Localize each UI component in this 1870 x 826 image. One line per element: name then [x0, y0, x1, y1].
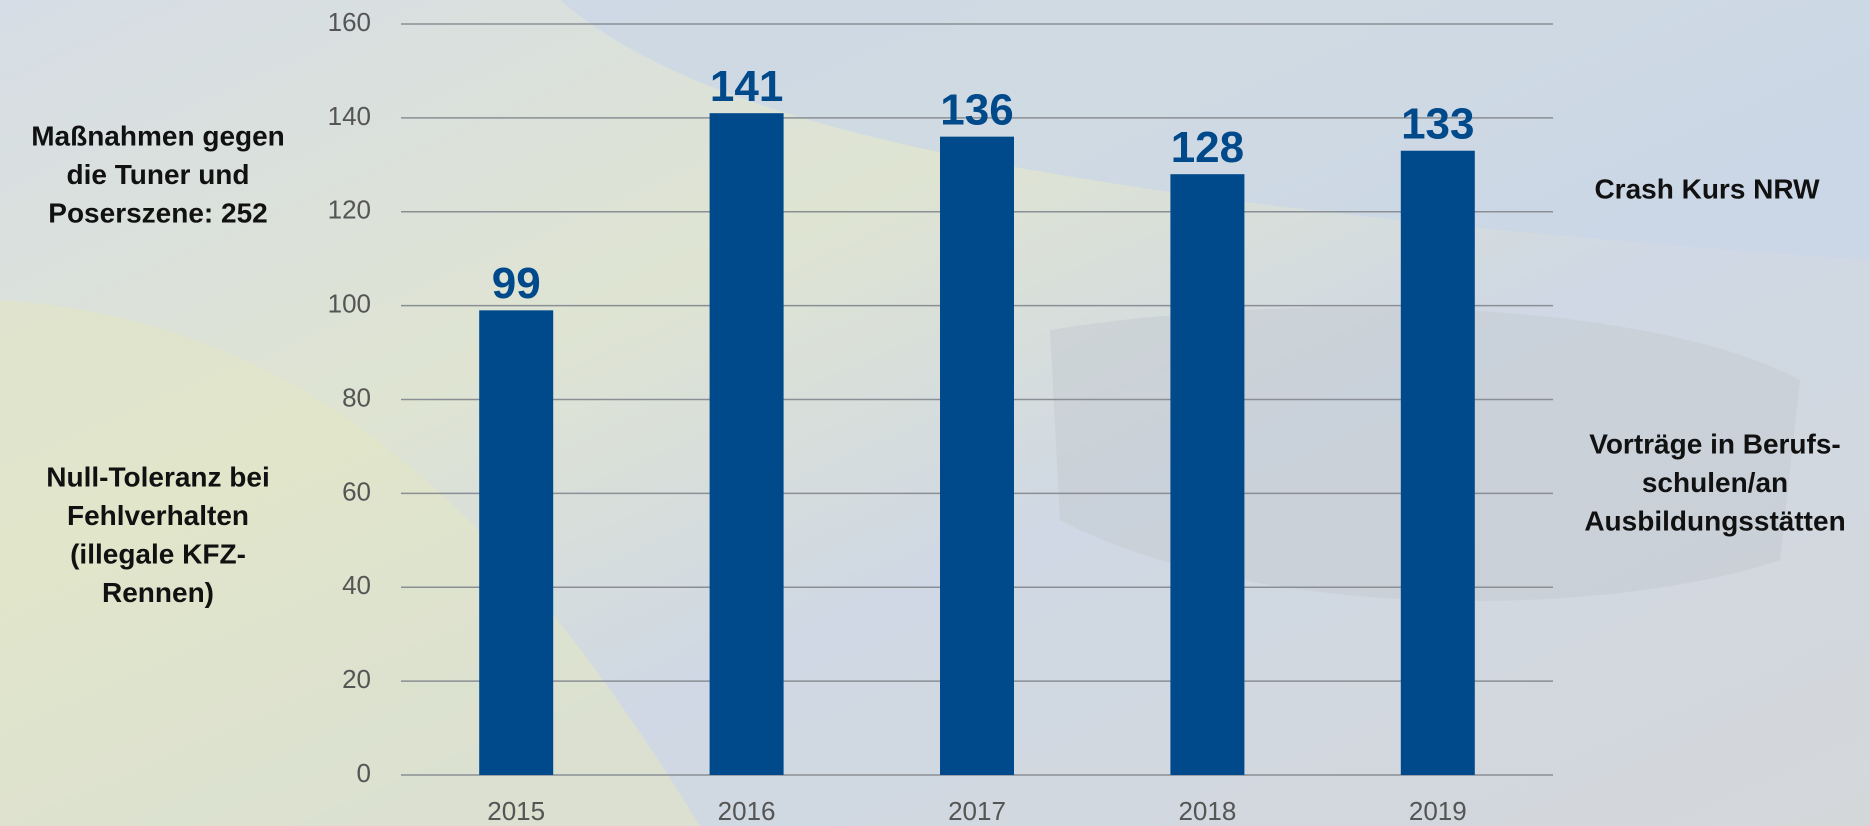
- value-label: 136: [940, 85, 1013, 134]
- y-tick-label: 0: [357, 758, 371, 788]
- annotation: (illegale KFZ-: [70, 538, 246, 569]
- annotation: die Tuner und: [66, 159, 249, 190]
- annotation: Maßnahmen gegen: [31, 120, 285, 151]
- x-tick-label: 2016: [718, 796, 776, 826]
- bar: [1170, 174, 1245, 775]
- annotation: Null-Toleranz bei: [46, 461, 270, 492]
- y-tick-label: 20: [342, 664, 371, 694]
- x-tick-label: 2019: [1409, 796, 1467, 826]
- value-label: 99: [492, 259, 541, 308]
- y-tick-label: 80: [342, 382, 371, 412]
- bar: [479, 310, 554, 775]
- annotation: Crash Kurs NRW: [1594, 173, 1820, 204]
- y-tick-label: 120: [328, 195, 371, 225]
- y-tick-label: 140: [328, 101, 371, 131]
- y-tick-label: 60: [342, 476, 371, 506]
- annotation: Vorträge in Berufs-: [1589, 428, 1841, 459]
- bar: [940, 136, 1014, 775]
- annotation: Rennen): [102, 577, 214, 608]
- y-tick-label: 160: [328, 7, 371, 37]
- x-tick-label: 2017: [948, 796, 1006, 826]
- annotation: Fehlverhalten: [67, 500, 249, 531]
- background-shape: [560, 0, 1870, 260]
- y-tick-label: 40: [342, 570, 371, 600]
- x-tick-label: 2015: [487, 796, 545, 826]
- bar: [1400, 150, 1475, 775]
- annotation: Ausbildungsstätten: [1584, 505, 1845, 536]
- y-tick-label: 100: [328, 289, 371, 319]
- value-label: 128: [1171, 123, 1244, 172]
- value-label: 133: [1401, 99, 1474, 148]
- bar: [709, 113, 784, 775]
- annotation: schulen/an: [1642, 467, 1788, 498]
- value-label: 141: [710, 62, 783, 111]
- x-tick-label: 2018: [1178, 796, 1236, 826]
- annotation: Poserszene: 252: [48, 197, 267, 228]
